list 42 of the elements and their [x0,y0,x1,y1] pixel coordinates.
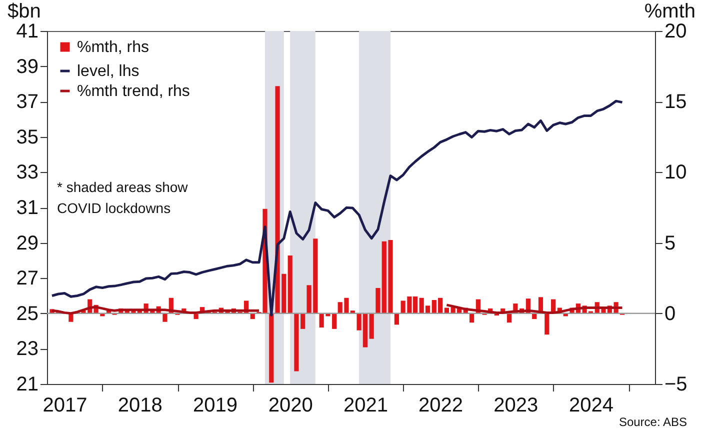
bar [394,313,399,325]
bar [288,256,292,314]
legend-label: %mth, rhs [77,39,150,56]
bar [194,313,198,320]
x-tick-label: 2022 [418,394,464,416]
x-tick-label: 2020 [268,394,313,416]
y2-axis-title: %mth [644,0,696,22]
x-tick-label: 2019 [193,394,238,416]
y-tick-label: 31 [16,197,38,219]
x-tick-label: 2017 [42,394,88,416]
bar [162,313,168,322]
x-tick-label: 2023 [494,394,538,416]
x-tick-label: 2018 [118,394,162,416]
annotation: * shaded areas show COVID lockdowns [57,179,189,216]
y-tick-label: 29 [16,232,38,254]
y-tick-label: 39 [16,56,38,78]
bar [544,313,550,335]
y2-tick-label: −5 [664,374,688,396]
y-tick-label: 37 [16,91,38,114]
x-tick-label: 2024 [568,394,614,416]
bar [369,313,374,339]
y2-tick-label: 0 [664,302,676,325]
y2-tick-label: 20 [664,20,687,42]
y-tick-label: 27 [16,268,38,290]
y-tick-label: 21 [16,374,38,396]
y2-tick-label: 5 [664,232,676,254]
legend-label: %mth trend, rhs [77,83,190,100]
y-axis-title: $bn [8,0,41,22]
y-tick-label: 41 [16,20,38,42]
bar [506,313,512,323]
x-tick-label: 2021 [343,394,388,416]
legend-label: level, lhs [77,63,140,80]
y-tick-label: 35 [16,126,38,148]
y2-tick-label: 15 [664,91,687,114]
bar [469,313,474,323]
y-tick-label: 25 [16,302,38,325]
bar [269,313,274,383]
source-note: Source: ABS [618,415,687,429]
line-series [50,100,624,316]
y-tick-label: 23 [16,338,38,360]
y-tick-label: 33 [16,162,38,184]
y2-tick-label: 10 [664,162,687,184]
